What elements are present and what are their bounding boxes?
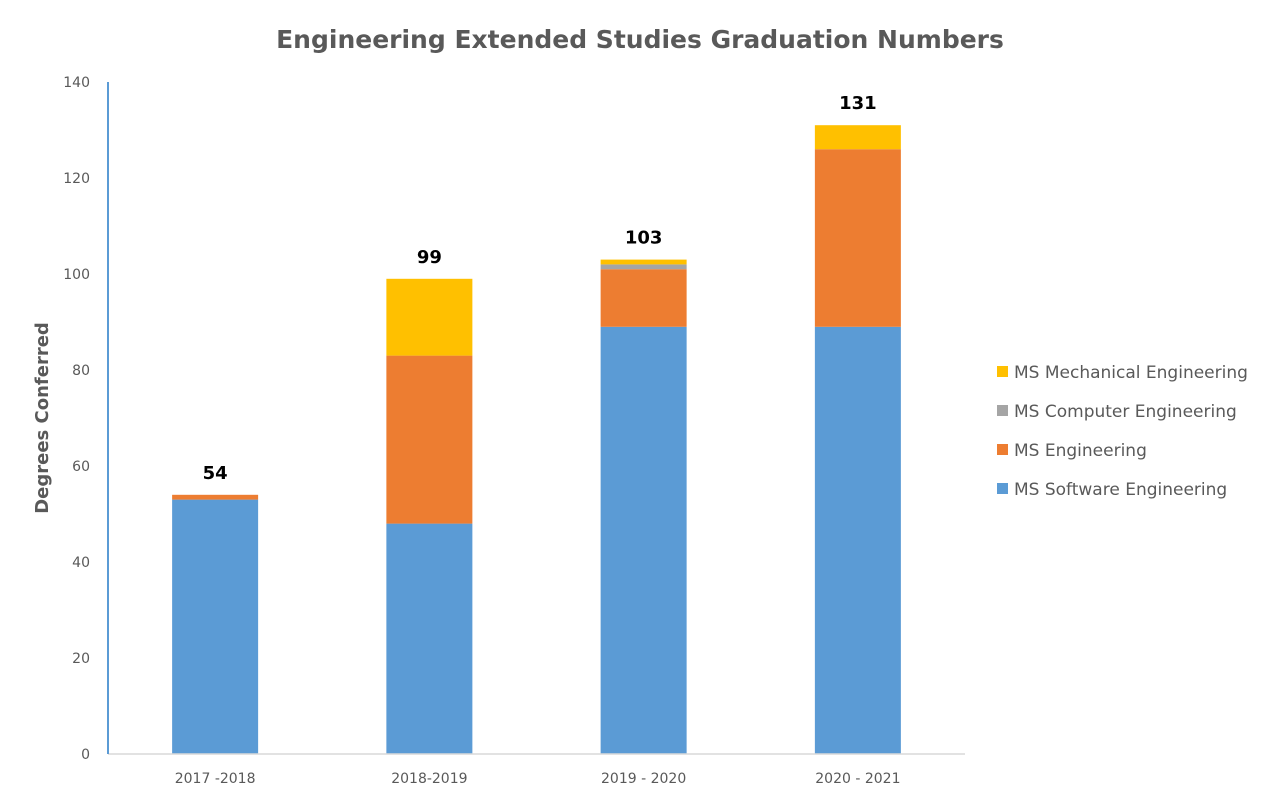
- chart-title: Engineering Extended Studies Graduation …: [276, 25, 1004, 54]
- legend-label: MS Computer Engineering: [1014, 402, 1237, 422]
- bar-segment-ms-mechanical-engineering: [386, 278, 473, 356]
- y-tick-label: 120: [63, 171, 90, 187]
- bar-segment-ms-mechanical-engineering: [600, 259, 687, 265]
- x-axis-ticks: 2017 -2018 2018-2019 2019 - 2020 2020 - 202…: [175, 771, 901, 787]
- total-label: 54: [203, 463, 228, 484]
- x-tick-label: 2020 - 2021: [815, 771, 900, 787]
- y-tick-label: 80: [72, 363, 90, 379]
- bar-segment-ms-engineering: [600, 269, 687, 327]
- total-label: 99: [417, 247, 442, 268]
- x-tick-label: 2018-2019: [391, 771, 467, 787]
- bar-segment-ms-computer-engineering: [600, 264, 687, 270]
- legend: MS Mechanical Engineering MS Computer Eng…: [997, 363, 1248, 500]
- bar-segment-ms-engineering: [172, 494, 259, 500]
- bar-segment-ms-software-engineering: [386, 523, 473, 754]
- y-tick-label: 100: [63, 267, 90, 283]
- total-label: 103: [625, 228, 663, 249]
- y-tick-label: 140: [63, 75, 90, 91]
- bar-segment-ms-software-engineering: [172, 499, 259, 754]
- x-tick-label: 2019 - 2020: [601, 771, 686, 787]
- y-tick-label: 0: [81, 747, 90, 763]
- y-axis-label: Degrees Conferred: [32, 322, 53, 514]
- y-tick-label: 40: [72, 555, 90, 571]
- bar-segment-ms-software-engineering: [600, 326, 687, 754]
- legend-swatch: [997, 444, 1008, 455]
- y-axis-ticks: 0 20 40 60 80 100 120 140: [63, 75, 90, 763]
- legend-label: MS Software Engineering: [1014, 480, 1227, 500]
- y-tick-label: 20: [72, 651, 90, 667]
- bar-segment-ms-mechanical-engineering: [814, 125, 901, 150]
- y-tick-label: 60: [72, 459, 90, 475]
- bar-segment-ms-engineering: [386, 355, 473, 524]
- total-labels: 54 99 103 131: [203, 93, 877, 484]
- bar-segment-ms-software-engineering: [814, 326, 901, 754]
- bar-segment-ms-engineering: [814, 149, 901, 327]
- legend-swatch: [997, 405, 1008, 416]
- legend-swatch: [997, 483, 1008, 494]
- legend-label: MS Engineering: [1014, 441, 1147, 461]
- bars: [172, 125, 901, 754]
- x-tick-label: 2017 -2018: [175, 771, 256, 787]
- legend-swatch: [997, 366, 1008, 377]
- total-label: 131: [839, 93, 877, 114]
- legend-label: MS Mechanical Engineering: [1014, 363, 1248, 383]
